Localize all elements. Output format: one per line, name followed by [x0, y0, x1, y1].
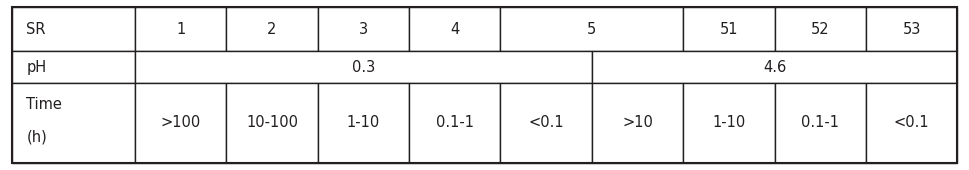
Text: SR: SR [26, 22, 46, 37]
Bar [12, 51, 135, 83]
Text: >10: >10 [622, 115, 653, 130]
Bar [318, 83, 409, 163]
Bar [135, 7, 227, 51]
Bar [774, 7, 866, 51]
Bar [318, 7, 409, 51]
Text: 0.3: 0.3 [352, 59, 375, 74]
Text: 53: 53 [902, 22, 921, 37]
Bar [227, 7, 318, 51]
Bar [12, 83, 135, 163]
Bar [135, 51, 592, 83]
Text: 4.6: 4.6 [763, 59, 786, 74]
Text: 0.1-1: 0.1-1 [801, 115, 839, 130]
Text: 2: 2 [267, 22, 277, 37]
Bar [683, 7, 774, 51]
Bar [866, 7, 957, 51]
Text: 0.1-1: 0.1-1 [436, 115, 474, 130]
Bar [135, 83, 227, 163]
Bar [227, 83, 318, 163]
Bar [774, 83, 866, 163]
Text: 4: 4 [451, 22, 459, 37]
Text: <0.1: <0.1 [893, 115, 929, 130]
Bar [409, 7, 501, 51]
Bar [592, 83, 683, 163]
Text: (h): (h) [26, 130, 47, 145]
Text: 10-100: 10-100 [246, 115, 298, 130]
Text: 51: 51 [720, 22, 738, 37]
Bar [501, 7, 683, 51]
Text: 3: 3 [359, 22, 368, 37]
Text: Time: Time [26, 97, 62, 112]
Text: <0.1: <0.1 [528, 115, 564, 130]
Text: 1-10: 1-10 [347, 115, 380, 130]
Bar [409, 83, 501, 163]
Text: 1: 1 [176, 22, 185, 37]
Bar [12, 7, 135, 51]
Text: 5: 5 [587, 22, 597, 37]
Bar [501, 83, 592, 163]
Text: 1-10: 1-10 [712, 115, 745, 130]
Bar [592, 51, 957, 83]
Bar [866, 83, 957, 163]
Text: pH: pH [26, 59, 47, 74]
Bar [683, 83, 774, 163]
Text: 52: 52 [811, 22, 829, 37]
Text: >100: >100 [161, 115, 201, 130]
